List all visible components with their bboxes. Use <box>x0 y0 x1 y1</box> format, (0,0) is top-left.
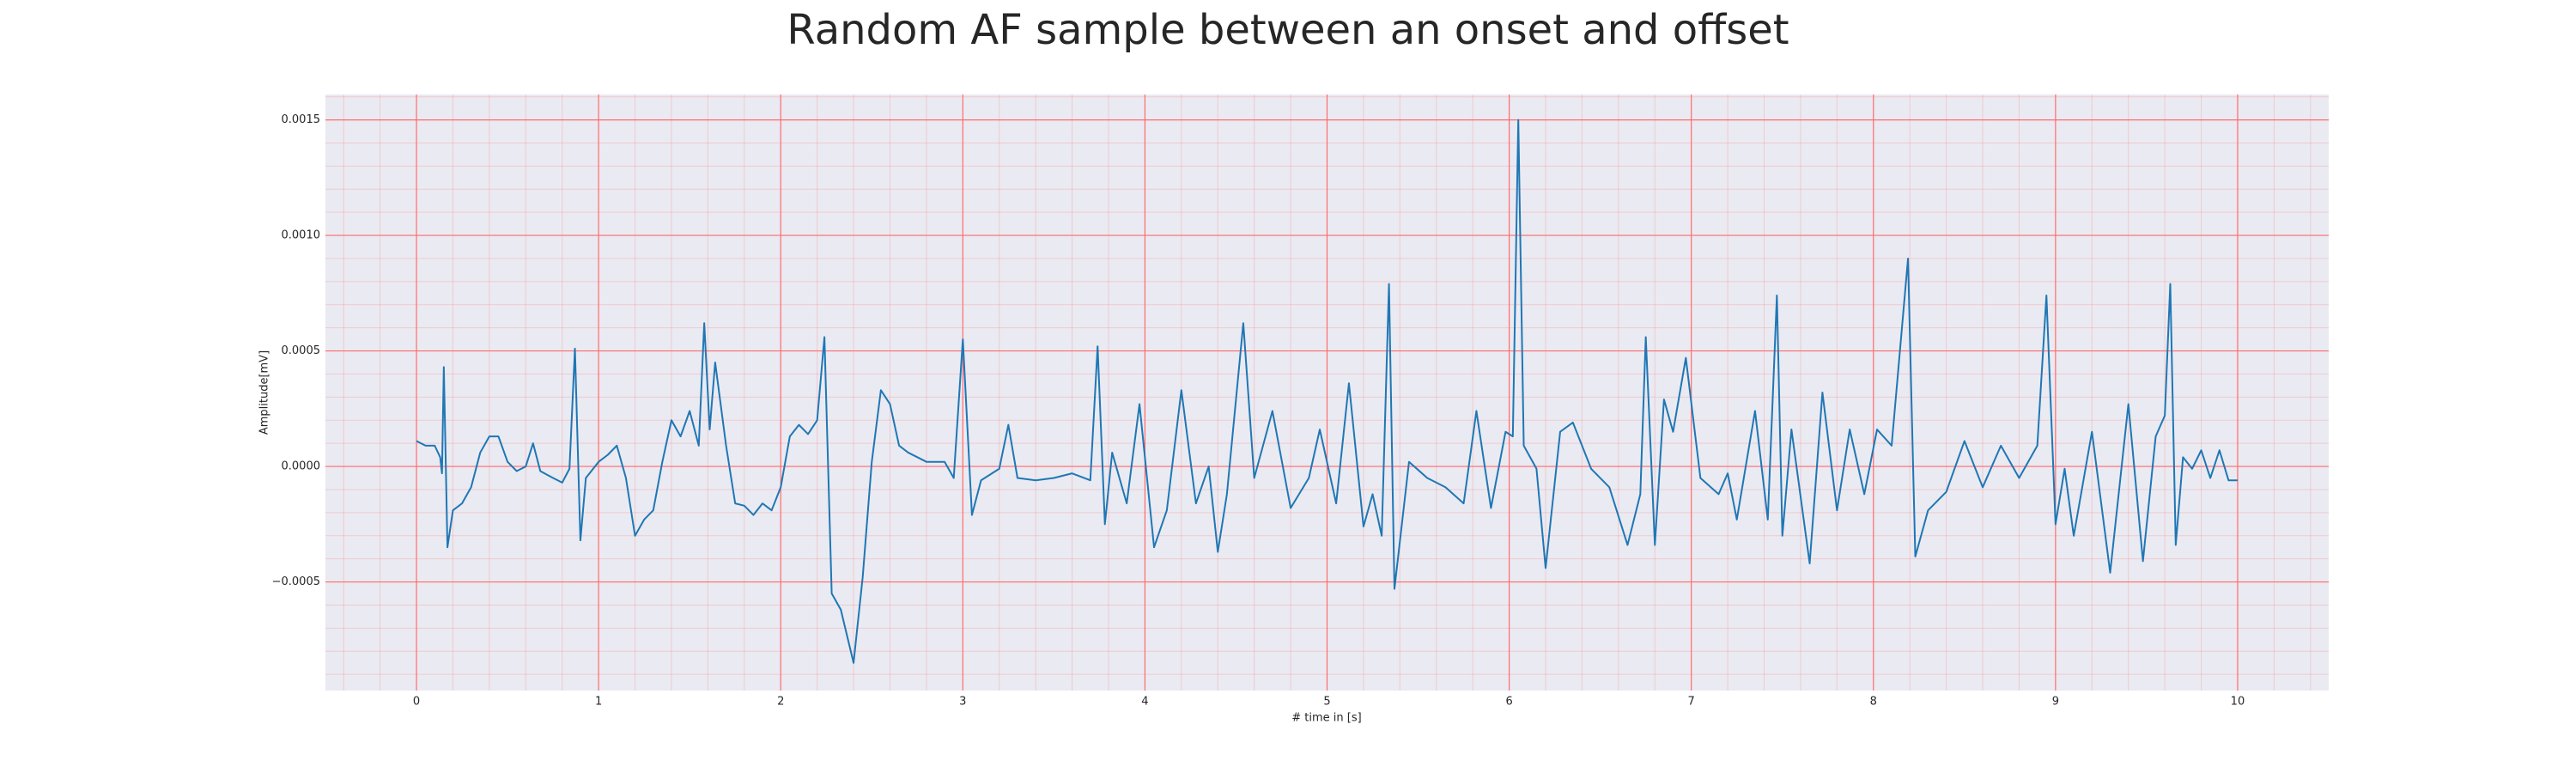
x-tick-label: 7 <box>1688 696 1695 709</box>
y-tick-label: 0.0000 <box>282 460 321 473</box>
y-tick-label: 0.0005 <box>282 344 321 357</box>
y-tick-label: −0.0005 <box>272 575 320 588</box>
signal-line <box>416 119 2238 664</box>
x-tick-label: 1 <box>595 696 602 709</box>
x-tick-label: 5 <box>1323 696 1330 709</box>
x-tick-label: 6 <box>1505 696 1512 709</box>
x-axis-label: # time in [s] <box>1291 712 1361 725</box>
x-tick-label: 0 <box>413 696 420 709</box>
y-tick-label: 0.0010 <box>282 229 321 242</box>
x-tick-label: 4 <box>1141 696 1148 709</box>
x-tick-label: 9 <box>2052 696 2059 709</box>
chart-title: Random AF sample between an onset and of… <box>787 6 1789 54</box>
y-tick-label: 0.0015 <box>282 113 321 126</box>
x-tick-label: 8 <box>1870 696 1877 709</box>
x-tick-label: 10 <box>2231 696 2245 709</box>
x-tick-label: 2 <box>777 696 784 709</box>
y-axis-label: Amplitude[mV] <box>258 350 271 435</box>
x-tick-label: 3 <box>959 696 966 709</box>
